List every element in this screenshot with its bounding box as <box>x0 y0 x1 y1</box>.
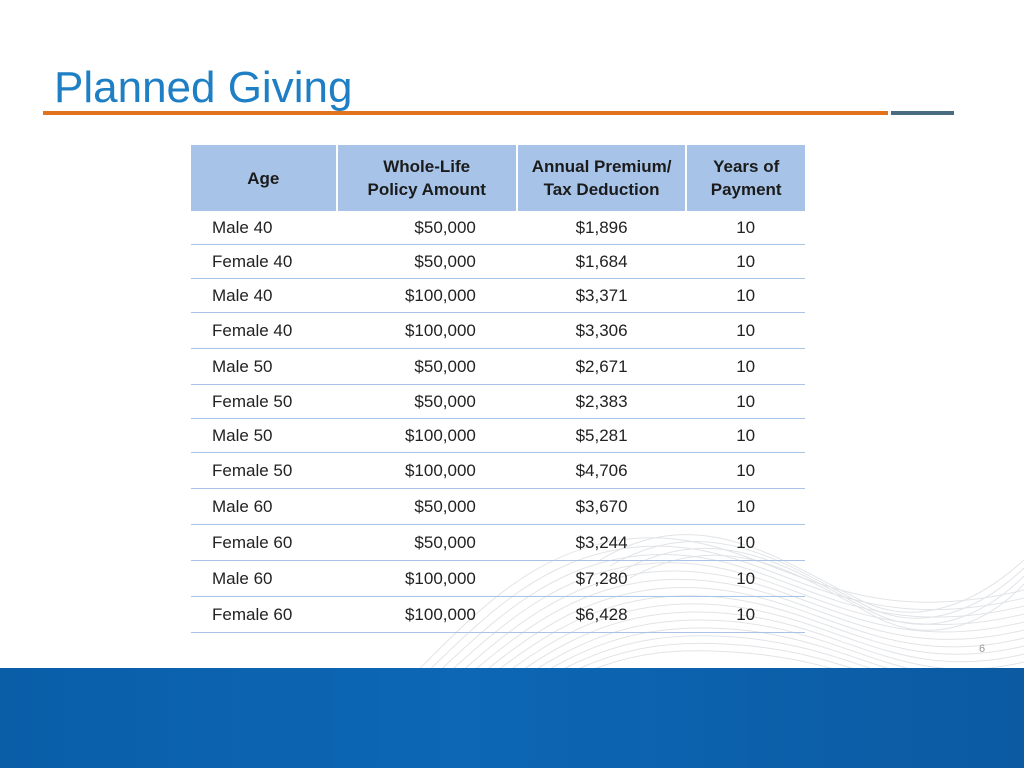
cell-premium: $2,383 <box>516 384 687 419</box>
cell-amount: $50,000 <box>336 384 517 419</box>
cell-years: 10 <box>686 278 805 313</box>
cell-years: 10 <box>686 244 805 279</box>
cell-age: Female 40 <box>191 244 337 279</box>
cell-amount: $100,000 <box>336 596 517 633</box>
cell-years: 10 <box>686 488 805 525</box>
cell-premium: $1,684 <box>516 244 687 279</box>
page-title: Planned Giving <box>54 63 353 112</box>
cell-premium: $2,671 <box>516 348 687 385</box>
cell-age: Female 50 <box>191 452 337 489</box>
cell-years: 10 <box>686 312 805 349</box>
cell-age: Male 50 <box>191 418 337 453</box>
cell-amount: $50,000 <box>336 244 517 279</box>
cell-age: Male 60 <box>191 488 337 525</box>
title-underline-accent <box>891 111 954 115</box>
table-row: Male 50 $50,000 $2,671 10 <box>191 348 805 385</box>
table-row: Male 60 $50,000 $3,670 10 <box>191 488 805 525</box>
cell-years: 10 <box>686 524 805 561</box>
cell-amount: $100,000 <box>336 452 517 489</box>
table-row: Male 40 $50,000 $1,896 10 <box>191 211 805 245</box>
cell-amount: $50,000 <box>336 211 517 245</box>
cell-amount: $100,000 <box>336 312 517 349</box>
cell-premium: $3,670 <box>516 488 687 525</box>
cell-amount: $100,000 <box>336 278 517 313</box>
cell-premium: $6,428 <box>516 596 687 633</box>
table-row: Male 40 $100,000 $3,371 10 <box>191 278 805 313</box>
cell-age: Male 40 <box>191 278 337 313</box>
table-row: Female 40 $50,000 $1,684 10 <box>191 244 805 279</box>
header-policy-amount: Whole-Life Policy Amount <box>336 145 518 211</box>
cell-premium: $7,280 <box>516 560 687 597</box>
cell-age: Male 60 <box>191 560 337 597</box>
cell-amount: $50,000 <box>336 488 517 525</box>
cell-age: Male 40 <box>191 211 337 245</box>
cell-age: Female 50 <box>191 384 337 419</box>
cell-premium: $1,896 <box>516 211 687 245</box>
table-row: Female 50 $50,000 $2,383 10 <box>191 384 805 419</box>
cell-years: 10 <box>686 560 805 597</box>
cell-premium: $3,306 <box>516 312 687 349</box>
cell-premium: $3,244 <box>516 524 687 561</box>
table-header-row: Age Whole-Life Policy Amount Annual Prem… <box>191 145 805 211</box>
planned-giving-table: Age Whole-Life Policy Amount Annual Prem… <box>191 145 805 633</box>
cell-premium: $4,706 <box>516 452 687 489</box>
cell-amount: $100,000 <box>336 418 517 453</box>
table-row: Female 40 $100,000 $3,306 10 <box>191 312 805 349</box>
page-number: 6 <box>979 643 986 655</box>
cell-years: 10 <box>686 348 805 385</box>
header-age: Age <box>191 145 338 211</box>
footer-band <box>0 668 1024 768</box>
cell-age: Female 60 <box>191 524 337 561</box>
cell-years: 10 <box>686 596 805 633</box>
cell-premium: $3,371 <box>516 278 687 313</box>
cell-years: 10 <box>686 418 805 453</box>
cell-years: 10 <box>686 211 805 245</box>
cell-age: Female 40 <box>191 312 337 349</box>
cell-years: 10 <box>686 452 805 489</box>
cell-amount: $100,000 <box>336 560 517 597</box>
title-underline-orange <box>43 111 888 115</box>
header-annual-premium: Annual Premium/ Tax Deduction <box>516 145 688 211</box>
table-row: Female 50 $100,000 $4,706 10 <box>191 452 805 489</box>
table-row: Male 50 $100,000 $5,281 10 <box>191 418 805 453</box>
cell-years: 10 <box>686 384 805 419</box>
header-years-of-payment: Years of Payment <box>686 145 805 211</box>
cell-age: Male 50 <box>191 348 337 385</box>
cell-amount: $50,000 <box>336 348 517 385</box>
table-row: Female 60 $100,000 $6,428 10 <box>191 596 805 633</box>
table-row: Male 60 $100,000 $7,280 10 <box>191 560 805 597</box>
cell-age: Female 60 <box>191 596 337 633</box>
cell-premium: $5,281 <box>516 418 687 453</box>
table-row: Female 60 $50,000 $3,244 10 <box>191 524 805 561</box>
cell-amount: $50,000 <box>336 524 517 561</box>
